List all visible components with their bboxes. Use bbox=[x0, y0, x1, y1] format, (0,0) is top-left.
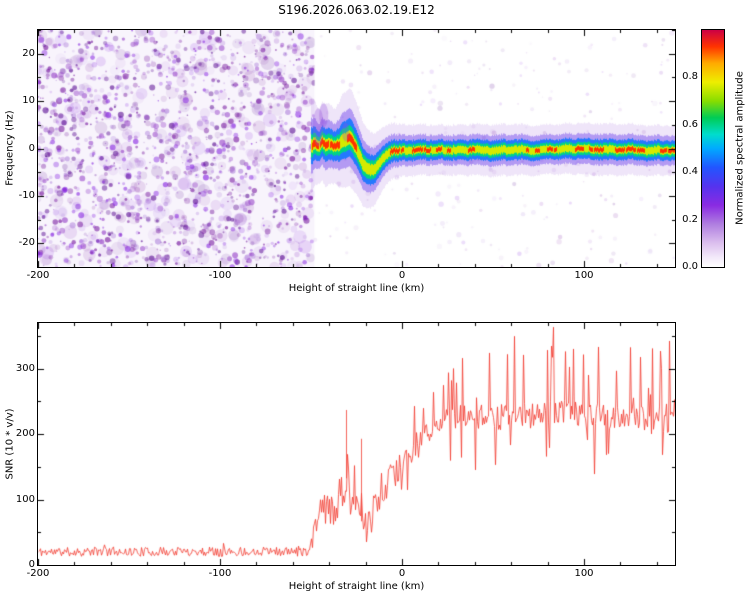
spectrogram-y-tick-label: 20 bbox=[22, 47, 35, 59]
colorbar-tick-label: 0.2 bbox=[682, 213, 698, 225]
colorbar-label: Normalized spectral amplitude bbox=[734, 71, 746, 225]
snr-y-tick-label: 100 bbox=[15, 493, 35, 505]
spectrogram-canvas bbox=[38, 30, 675, 267]
colorbar-tick-label: 0.6 bbox=[682, 118, 698, 130]
snr-y-tick-label: 0 bbox=[28, 559, 35, 570]
spectrogram-y-tick-label: -20 bbox=[18, 237, 35, 249]
spectrogram-xlabel: Height of straight line (km) bbox=[288, 283, 425, 294]
snr-x-tick-label: 0 bbox=[398, 568, 406, 579]
spectrogram-x-tick-label: -100 bbox=[208, 270, 232, 281]
snr-ylabel: SNR (10 * v/v) bbox=[4, 408, 16, 480]
snr-x-tick-label: -200 bbox=[26, 568, 50, 579]
snr-x-tick-label: -100 bbox=[208, 568, 232, 579]
spectrogram-frame bbox=[37, 29, 676, 268]
snr-xlabel: Height of straight line (km) bbox=[288, 581, 425, 592]
spectrogram-x-tick-label: 0 bbox=[398, 270, 406, 281]
colorbar-tick-label: 0.0 bbox=[682, 261, 698, 272]
colorbar-tick-label: 0.4 bbox=[682, 166, 698, 178]
colorbar bbox=[702, 30, 724, 267]
colorbar-frame bbox=[701, 29, 725, 268]
spectrogram-y-tick-label: -10 bbox=[18, 189, 35, 201]
snr-y-tick-label: 300 bbox=[15, 362, 35, 374]
spectrogram-x-tick-label: -200 bbox=[26, 270, 50, 281]
snr-y-tick-label: 200 bbox=[15, 428, 35, 440]
spectrogram-x-tick-label: 100 bbox=[574, 270, 594, 281]
spectrogram-y-tick-label: 10 bbox=[22, 95, 35, 107]
colorbar-tick-label: 0.8 bbox=[682, 71, 698, 83]
snr-frame bbox=[37, 322, 676, 566]
spectrogram-y-tick-label: 0 bbox=[28, 142, 35, 154]
snr-canvas bbox=[38, 323, 675, 565]
snr-x-tick-label: 100 bbox=[574, 568, 594, 579]
figure-title: S196.2026.063.02.19.E12 bbox=[278, 3, 435, 17]
